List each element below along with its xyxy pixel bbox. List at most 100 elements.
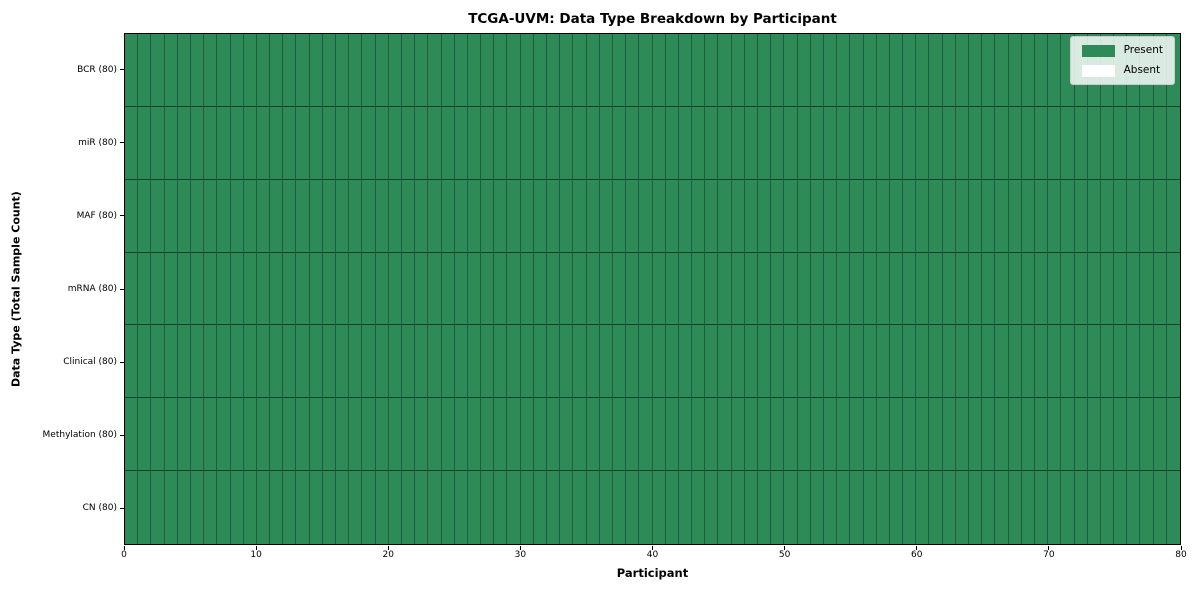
heatmap-cell: [256, 471, 271, 544]
heatmap-cell: [744, 325, 758, 399]
heatmap-cell: [586, 106, 600, 180]
heatmap-cell: [494, 34, 508, 107]
heatmap-cell: [375, 252, 389, 326]
heatmap-cell: [850, 179, 864, 253]
heatmap-cell: [1127, 471, 1141, 544]
heatmap-cell: [1100, 398, 1115, 472]
heatmap-cell: [415, 471, 429, 544]
heatmap-cell: [797, 106, 811, 180]
heatmap-cell: [296, 471, 310, 544]
heatmap-cell: [639, 471, 653, 544]
heatmap-cell: [401, 398, 416, 472]
heatmap-cell: [758, 34, 772, 107]
heatmap-cell: [626, 325, 640, 399]
heatmap-cell: [230, 471, 244, 544]
heatmap-cell: [903, 398, 917, 472]
heatmap-cell: [428, 179, 442, 253]
heatmap-cell: [1061, 325, 1075, 399]
heatmap-cell: [599, 34, 613, 107]
heatmap-cell: [217, 398, 231, 472]
heatmap-cell: [217, 325, 231, 399]
heatmap-cell: [336, 325, 350, 399]
y-tick-label: MAF (80): [76, 210, 117, 221]
heatmap-cell: [190, 34, 205, 107]
x-tick-label: 40: [646, 550, 659, 560]
heatmap-cell: [744, 106, 758, 180]
heatmap-cell: [1153, 179, 1167, 253]
heatmap-cell: [494, 106, 508, 180]
heatmap-cell: [362, 106, 376, 180]
heatmap-cell: [573, 252, 587, 326]
heatmap-cell: [705, 325, 719, 399]
heatmap-cell: [942, 398, 956, 472]
y-tick-label: BCR (80): [77, 64, 117, 75]
heatmap-cell: [454, 471, 468, 544]
heatmap-cell: [164, 471, 178, 544]
heatmap-cell: [1166, 398, 1180, 472]
heatmap-cell: [784, 179, 798, 253]
heatmap-cell: [665, 471, 679, 544]
heatmap-cell: [481, 398, 495, 472]
heatmap-cell: [467, 471, 482, 544]
heatmap-cell: [388, 179, 402, 253]
heatmap-cell: [1008, 325, 1022, 399]
heatmap-cell: [507, 471, 521, 544]
heatmap-cell: [771, 34, 785, 107]
heatmap-cell: [665, 179, 679, 253]
heatmap-cell: [204, 179, 218, 253]
heatmap-cell: [863, 398, 877, 472]
heatmap-cell: [309, 34, 323, 107]
y-tick-label: mRNA (80): [67, 284, 117, 294]
heatmap-cell: [916, 471, 930, 544]
heatmap-cell: [322, 325, 336, 399]
heatmap-cell: [652, 398, 666, 472]
heatmap-cell: [784, 106, 798, 180]
heatmap-cell: [481, 471, 495, 544]
heatmap-cell: [138, 398, 152, 472]
heatmap-cell: [995, 471, 1009, 544]
heatmap-cell: [1140, 179, 1154, 253]
heatmap-cell: [837, 398, 851, 472]
heatmap-cell: [533, 106, 547, 180]
heatmap-cell: [454, 34, 468, 107]
heatmap-cell: [784, 252, 798, 326]
heatmap-cell: [415, 398, 429, 472]
heatmap-cell: [810, 471, 824, 544]
heatmap-cell: [850, 34, 864, 107]
heatmap-cell: [599, 106, 613, 180]
heatmap-cell: [810, 252, 824, 326]
heatmap-cell: [362, 471, 376, 544]
heatmap-cell: [1074, 106, 1088, 180]
heatmap-cell: [995, 179, 1009, 253]
heatmap-cell: [678, 34, 693, 107]
heatmap-cell: [889, 34, 904, 107]
heatmap-cell: [428, 34, 442, 107]
heatmap-cell: [863, 471, 877, 544]
heatmap-cell: [1061, 106, 1075, 180]
heatmap-cell: [718, 471, 732, 544]
heatmap-cell: [1021, 34, 1035, 107]
heatmap-cell: [256, 252, 271, 326]
heatmap-cell: [441, 34, 455, 107]
heatmap-cell: [177, 106, 191, 180]
heatmap-cell: [547, 106, 561, 180]
heatmap-cell: [586, 325, 600, 399]
heatmap-cell: [533, 325, 547, 399]
heatmap-cell: [1061, 179, 1075, 253]
heatmap-cell: [850, 471, 864, 544]
heatmap-cell: [256, 106, 271, 180]
heatmap-cell: [1021, 252, 1035, 326]
heatmap-cell: [1114, 106, 1128, 180]
heatmap-cell: [481, 106, 495, 180]
heatmap-cell: [309, 252, 323, 326]
heatmap-cell: [481, 179, 495, 253]
heatmap-cell: [876, 106, 890, 180]
heatmap-cell: [204, 398, 218, 472]
heatmap-cell: [1114, 471, 1128, 544]
heatmap-cell: [1034, 106, 1049, 180]
x-tick-mark: [1048, 546, 1050, 550]
heatmap-cell: [995, 252, 1009, 326]
legend-item: Present: [1081, 44, 1163, 57]
heatmap-cell: [955, 106, 969, 180]
heatmap-cell: [1048, 106, 1062, 180]
